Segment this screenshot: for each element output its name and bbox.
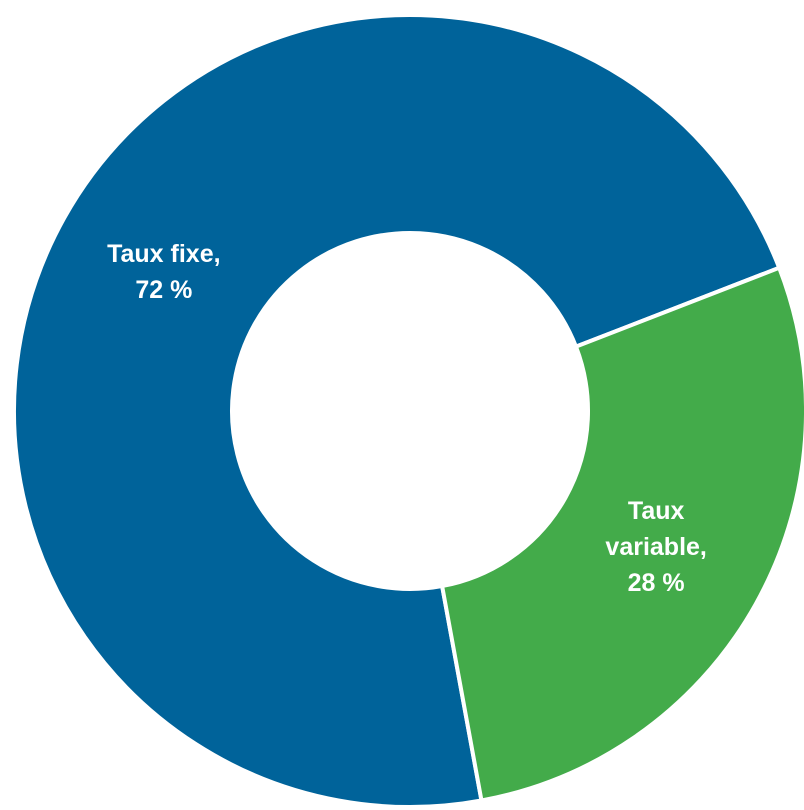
donut-slice [439, 265, 804, 803]
data-label: 28 % [628, 569, 685, 597]
data-label: 72 % [135, 276, 192, 304]
data-label: Taux [628, 497, 685, 525]
data-label: variable, [605, 533, 706, 561]
donut-slice [12, 13, 782, 809]
data-label: Taux fixe, [107, 240, 220, 268]
